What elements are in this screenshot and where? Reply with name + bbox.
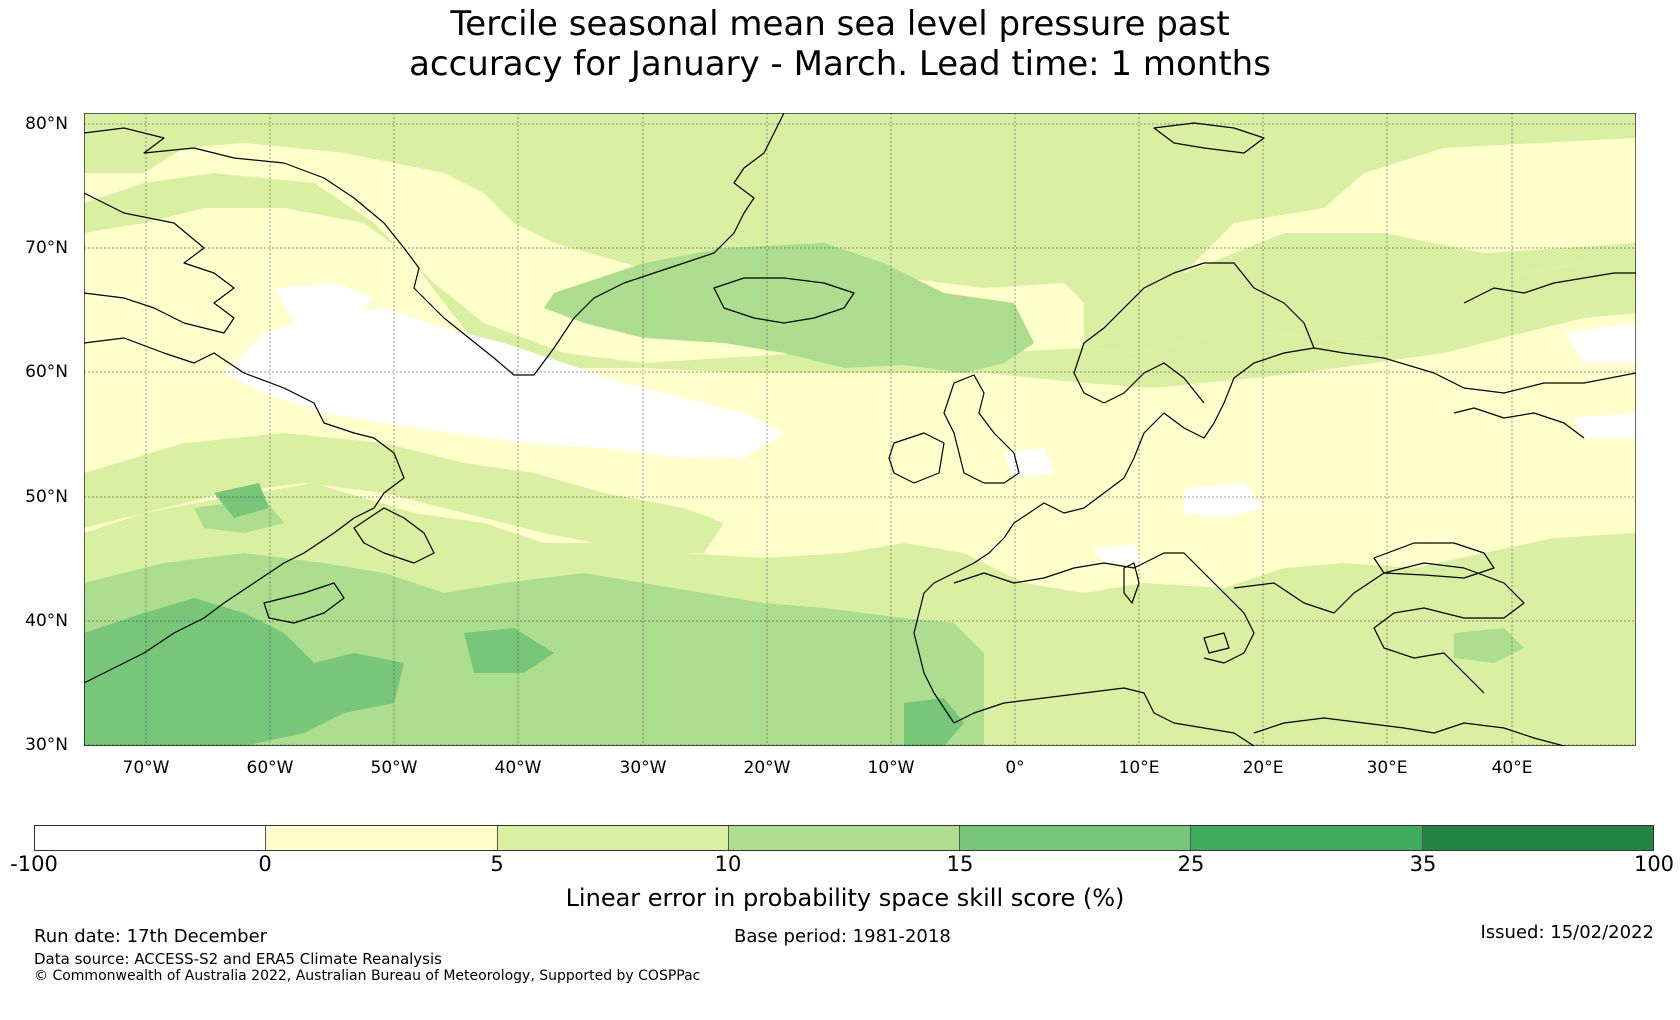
colorbar-tick-10: 10 bbox=[714, 852, 742, 876]
colorbar-tick-5: 5 bbox=[490, 852, 504, 876]
colorbar-tick-0: 0 bbox=[258, 852, 272, 876]
colorbar-tick-neg100: -100 bbox=[10, 852, 58, 876]
colorbar-tick-25: 25 bbox=[1177, 852, 1205, 876]
colorbar-tick-35: 35 bbox=[1409, 852, 1437, 876]
graticule bbox=[84, 113, 1636, 746]
title-line-2: accuracy for January - March. Lead time:… bbox=[409, 44, 1271, 84]
colorbar-segment-5 bbox=[960, 826, 1192, 850]
colorbar-segment-7 bbox=[1422, 826, 1653, 850]
title-line-1: Tercile seasonal mean sea level pressure… bbox=[450, 4, 1230, 44]
skill-map bbox=[84, 113, 1636, 746]
data-source: Data source: ACCESS-S2 and ERA5 Climate … bbox=[34, 950, 442, 968]
lon-label-40w: 40°W bbox=[494, 758, 542, 778]
colorbar-segment-3 bbox=[497, 826, 729, 850]
lon-label-30w: 30°W bbox=[619, 758, 667, 778]
colorbar-tick-15: 15 bbox=[946, 852, 974, 876]
issued-date: Issued: 15/02/2022 bbox=[1480, 922, 1654, 943]
run-date: Run date: 17th December bbox=[34, 926, 268, 947]
lon-label-20e: 20°E bbox=[1242, 758, 1284, 778]
lat-label-80n: 80°N bbox=[25, 114, 68, 134]
skill-band-15-25 bbox=[84, 483, 964, 746]
coastlines bbox=[84, 113, 1636, 746]
colorbar-segment-1 bbox=[35, 826, 267, 850]
colorbar bbox=[34, 825, 1654, 851]
copyright: © Commonwealth of Australia 2022, Austra… bbox=[34, 968, 701, 984]
lat-label-40n: 40°N bbox=[25, 611, 68, 631]
lon-label-10e: 10°E bbox=[1118, 758, 1160, 778]
lon-label-10w: 10°W bbox=[867, 758, 915, 778]
colorbar-segment-2 bbox=[266, 826, 498, 850]
lon-label-70w: 70°W bbox=[122, 758, 170, 778]
map-title: Tercile seasonal mean sea level pressure… bbox=[0, 4, 1680, 84]
skill-band-negative bbox=[224, 283, 1636, 565]
lon-label-60w: 60°W bbox=[246, 758, 294, 778]
lat-label-70n: 70°N bbox=[25, 238, 68, 258]
colorbar-segment-6 bbox=[1191, 826, 1423, 850]
lon-label-40e: 40°E bbox=[1491, 758, 1533, 778]
colorbar-label: Linear error in probability space skill … bbox=[565, 884, 1125, 912]
map-frame bbox=[84, 113, 1636, 746]
lon-label-50w: 50°W bbox=[370, 758, 418, 778]
lon-label-30e: 30°E bbox=[1366, 758, 1408, 778]
lon-label-20w: 20°W bbox=[743, 758, 791, 778]
map-canvas bbox=[84, 113, 1636, 746]
colorbar-tick-100: 100 bbox=[1633, 852, 1675, 876]
lat-label-30n: 30°N bbox=[25, 735, 68, 755]
base-period: Base period: 1981-2018 bbox=[734, 926, 951, 947]
colorbar-segment-4 bbox=[728, 826, 961, 850]
lon-label-0: 0° bbox=[1005, 758, 1025, 778]
lat-label-50n: 50°N bbox=[25, 487, 68, 507]
lat-label-60n: 60°N bbox=[25, 362, 68, 382]
